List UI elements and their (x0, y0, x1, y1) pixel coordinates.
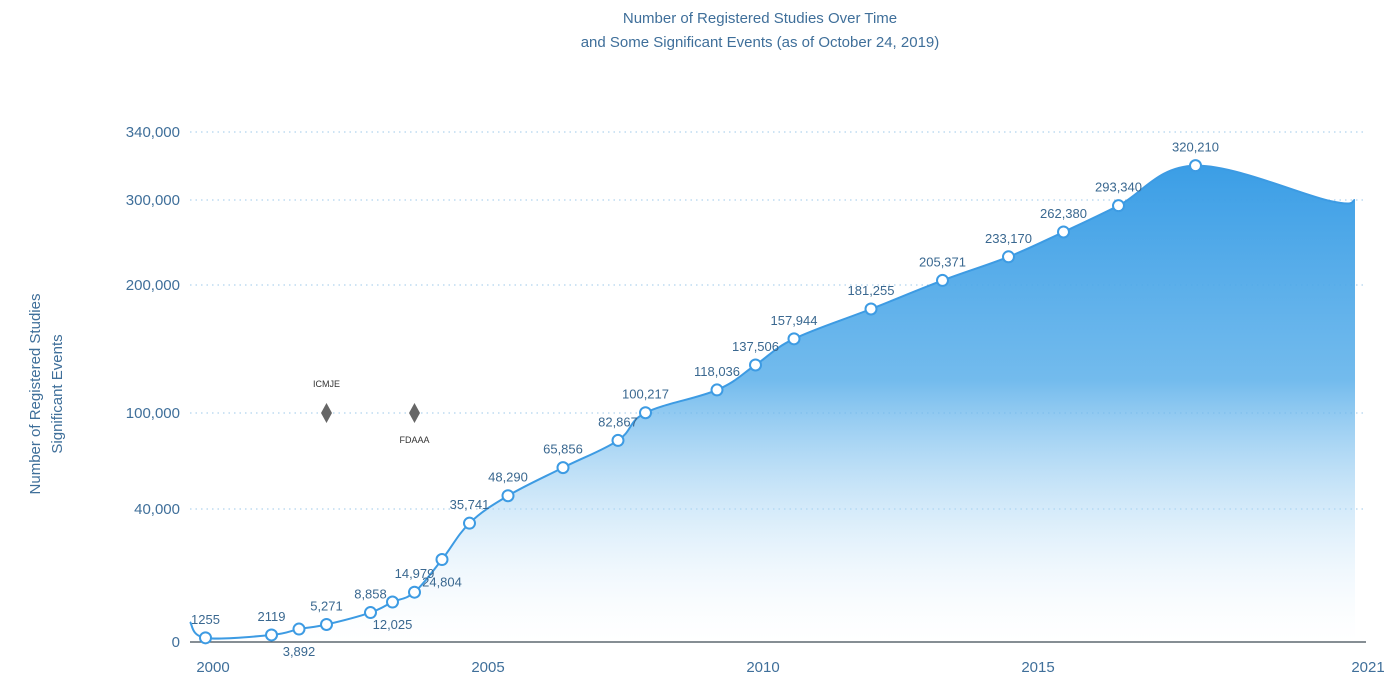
y-tick-label: 300,000 (126, 192, 180, 209)
data-point-marker (364, 606, 377, 620)
y-tick-label: 200,000 (126, 277, 180, 294)
y-axis-ticks: 0 40,000 100,000 200,000 300,000 340,000 (126, 124, 180, 651)
data-markers (199, 159, 1202, 645)
data-point-label: 24,804 (422, 575, 462, 590)
data-point-marker (936, 273, 949, 287)
data-point-marker (710, 383, 724, 397)
data-point-label: 48,290 (488, 470, 528, 485)
area-series (190, 165, 1355, 643)
data-point-label: 35,741 (450, 497, 490, 512)
data-point-marker (501, 489, 515, 503)
data-point-marker (1112, 199, 1125, 213)
event-label: FDAAA (399, 435, 429, 445)
y-tick-label: 40,000 (134, 501, 180, 518)
y-tick-label: 340,000 (126, 124, 180, 141)
data-point-marker (265, 628, 278, 642)
significant-events: ICMJE FDAAA (313, 379, 430, 445)
data-point-label: 262,380 (1040, 206, 1087, 221)
data-point-label: 65,856 (543, 442, 583, 457)
data-point-marker (639, 406, 652, 420)
y-tick-label: 0 (172, 634, 180, 651)
data-point-label: 12,025 (373, 617, 413, 632)
y-axis-label: Number of Registered Studies Significant… (27, 294, 66, 495)
data-point-label: 137,506 (732, 339, 779, 354)
data-point-marker (787, 332, 801, 346)
data-point-label: 14,979 (395, 566, 435, 581)
data-point-label: 181,255 (848, 283, 895, 298)
area-fill (190, 165, 1355, 643)
data-point-marker (749, 358, 762, 372)
y-axis-label-line-1: Number of Registered Studies (27, 294, 44, 495)
data-point-label: 3,892 (283, 644, 316, 659)
data-point-label: 157,944 (771, 313, 818, 328)
data-point-marker (1189, 159, 1202, 173)
data-point-label: 1255 (191, 612, 220, 627)
y-axis-label-line-2: Significant Events (49, 334, 66, 453)
x-tick-label: 2021 (1351, 659, 1384, 676)
x-tick-label: 2010 (746, 659, 779, 676)
chart-title-line-1: Number of Registered Studies Over Time (623, 10, 897, 27)
data-point-label: 100,217 (622, 387, 669, 402)
data-point-label: 2119 (258, 609, 286, 624)
data-point-marker (320, 617, 333, 631)
data-point-marker (463, 516, 476, 530)
data-point-label: 5,271 (310, 598, 343, 613)
event-label: ICMJE (313, 379, 340, 389)
chart-title-line-2: and Some Significant Events (as of Octob… (581, 34, 940, 51)
data-point-label: 205,371 (919, 254, 966, 269)
data-point-marker (199, 631, 212, 645)
chart-title: Number of Registered Studies Over Time a… (581, 10, 940, 51)
data-point-marker (864, 302, 878, 316)
data-point-marker (1002, 250, 1015, 264)
x-tick-label: 2015 (1021, 659, 1054, 676)
data-point-label: 233,170 (985, 231, 1032, 246)
data-point-marker (435, 553, 449, 567)
data-point-label: 118,036 (694, 364, 740, 379)
data-point-label: 320,210 (1172, 140, 1219, 155)
x-tick-label: 2005 (471, 659, 504, 676)
data-point-marker (292, 622, 306, 636)
y-tick-label: 100,000 (126, 405, 180, 422)
data-point-label: 82,867 (598, 414, 638, 429)
data-point-marker (556, 461, 570, 475)
x-axis-ticks: 2000 2005 2010 2015 2021 (196, 659, 1384, 676)
data-point-label: 8,858 (354, 587, 387, 602)
data-labels: 1255 2119 3,892 5,271 8,858 12,025 14,97924,80… (191, 140, 1219, 659)
event-marker (409, 403, 420, 423)
data-point-marker (611, 433, 625, 447)
data-point-marker (1057, 225, 1070, 239)
data-point-label: 293,340 (1095, 180, 1142, 195)
data-point-marker (408, 585, 421, 599)
x-tick-label: 2000 (196, 659, 229, 676)
event-marker (321, 403, 332, 423)
data-point-marker (386, 595, 399, 609)
